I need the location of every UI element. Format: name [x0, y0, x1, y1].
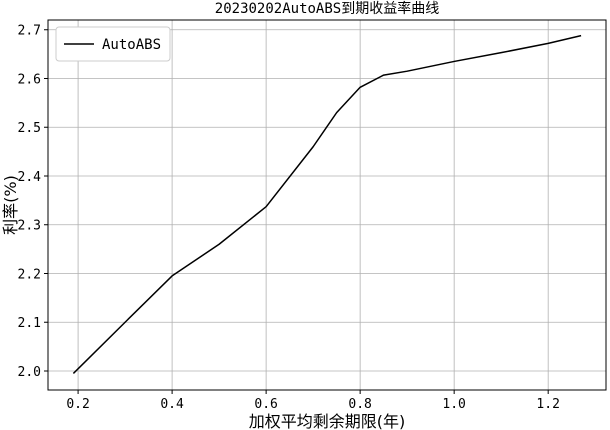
- y-axis-label: 利率(%): [1, 175, 20, 235]
- x-tick-label: 0.6: [254, 397, 277, 412]
- y-tick-label: 2.5: [18, 121, 41, 136]
- legend-label: AutoABS: [102, 37, 161, 53]
- y-tick-label: 2.1: [18, 316, 41, 331]
- x-tick-label: 0.2: [66, 397, 89, 412]
- y-tick-label: 2.6: [18, 72, 41, 87]
- chart-title: 20230202AutoABS到期收益率曲线: [215, 0, 439, 17]
- y-tick-label: 2.2: [18, 267, 41, 282]
- y-tick-label: 2.4: [18, 170, 42, 185]
- y-tick-label: 2.0: [18, 365, 41, 380]
- x-tick-label: 0.4: [160, 397, 184, 412]
- y-tick-label: 2.7: [18, 24, 41, 39]
- data-line: [72, 34, 582, 374]
- y-tick-label: 2.3: [18, 219, 41, 234]
- x-axis-label: 加权平均剩余期限(年): [249, 412, 406, 430]
- x-tick-label: 0.8: [348, 397, 371, 412]
- legend-box: [55, 26, 171, 62]
- x-tick-label: 1.0: [442, 397, 465, 412]
- plot-frame: [47, 19, 607, 391]
- x-tick-label: 1.2: [536, 397, 559, 412]
